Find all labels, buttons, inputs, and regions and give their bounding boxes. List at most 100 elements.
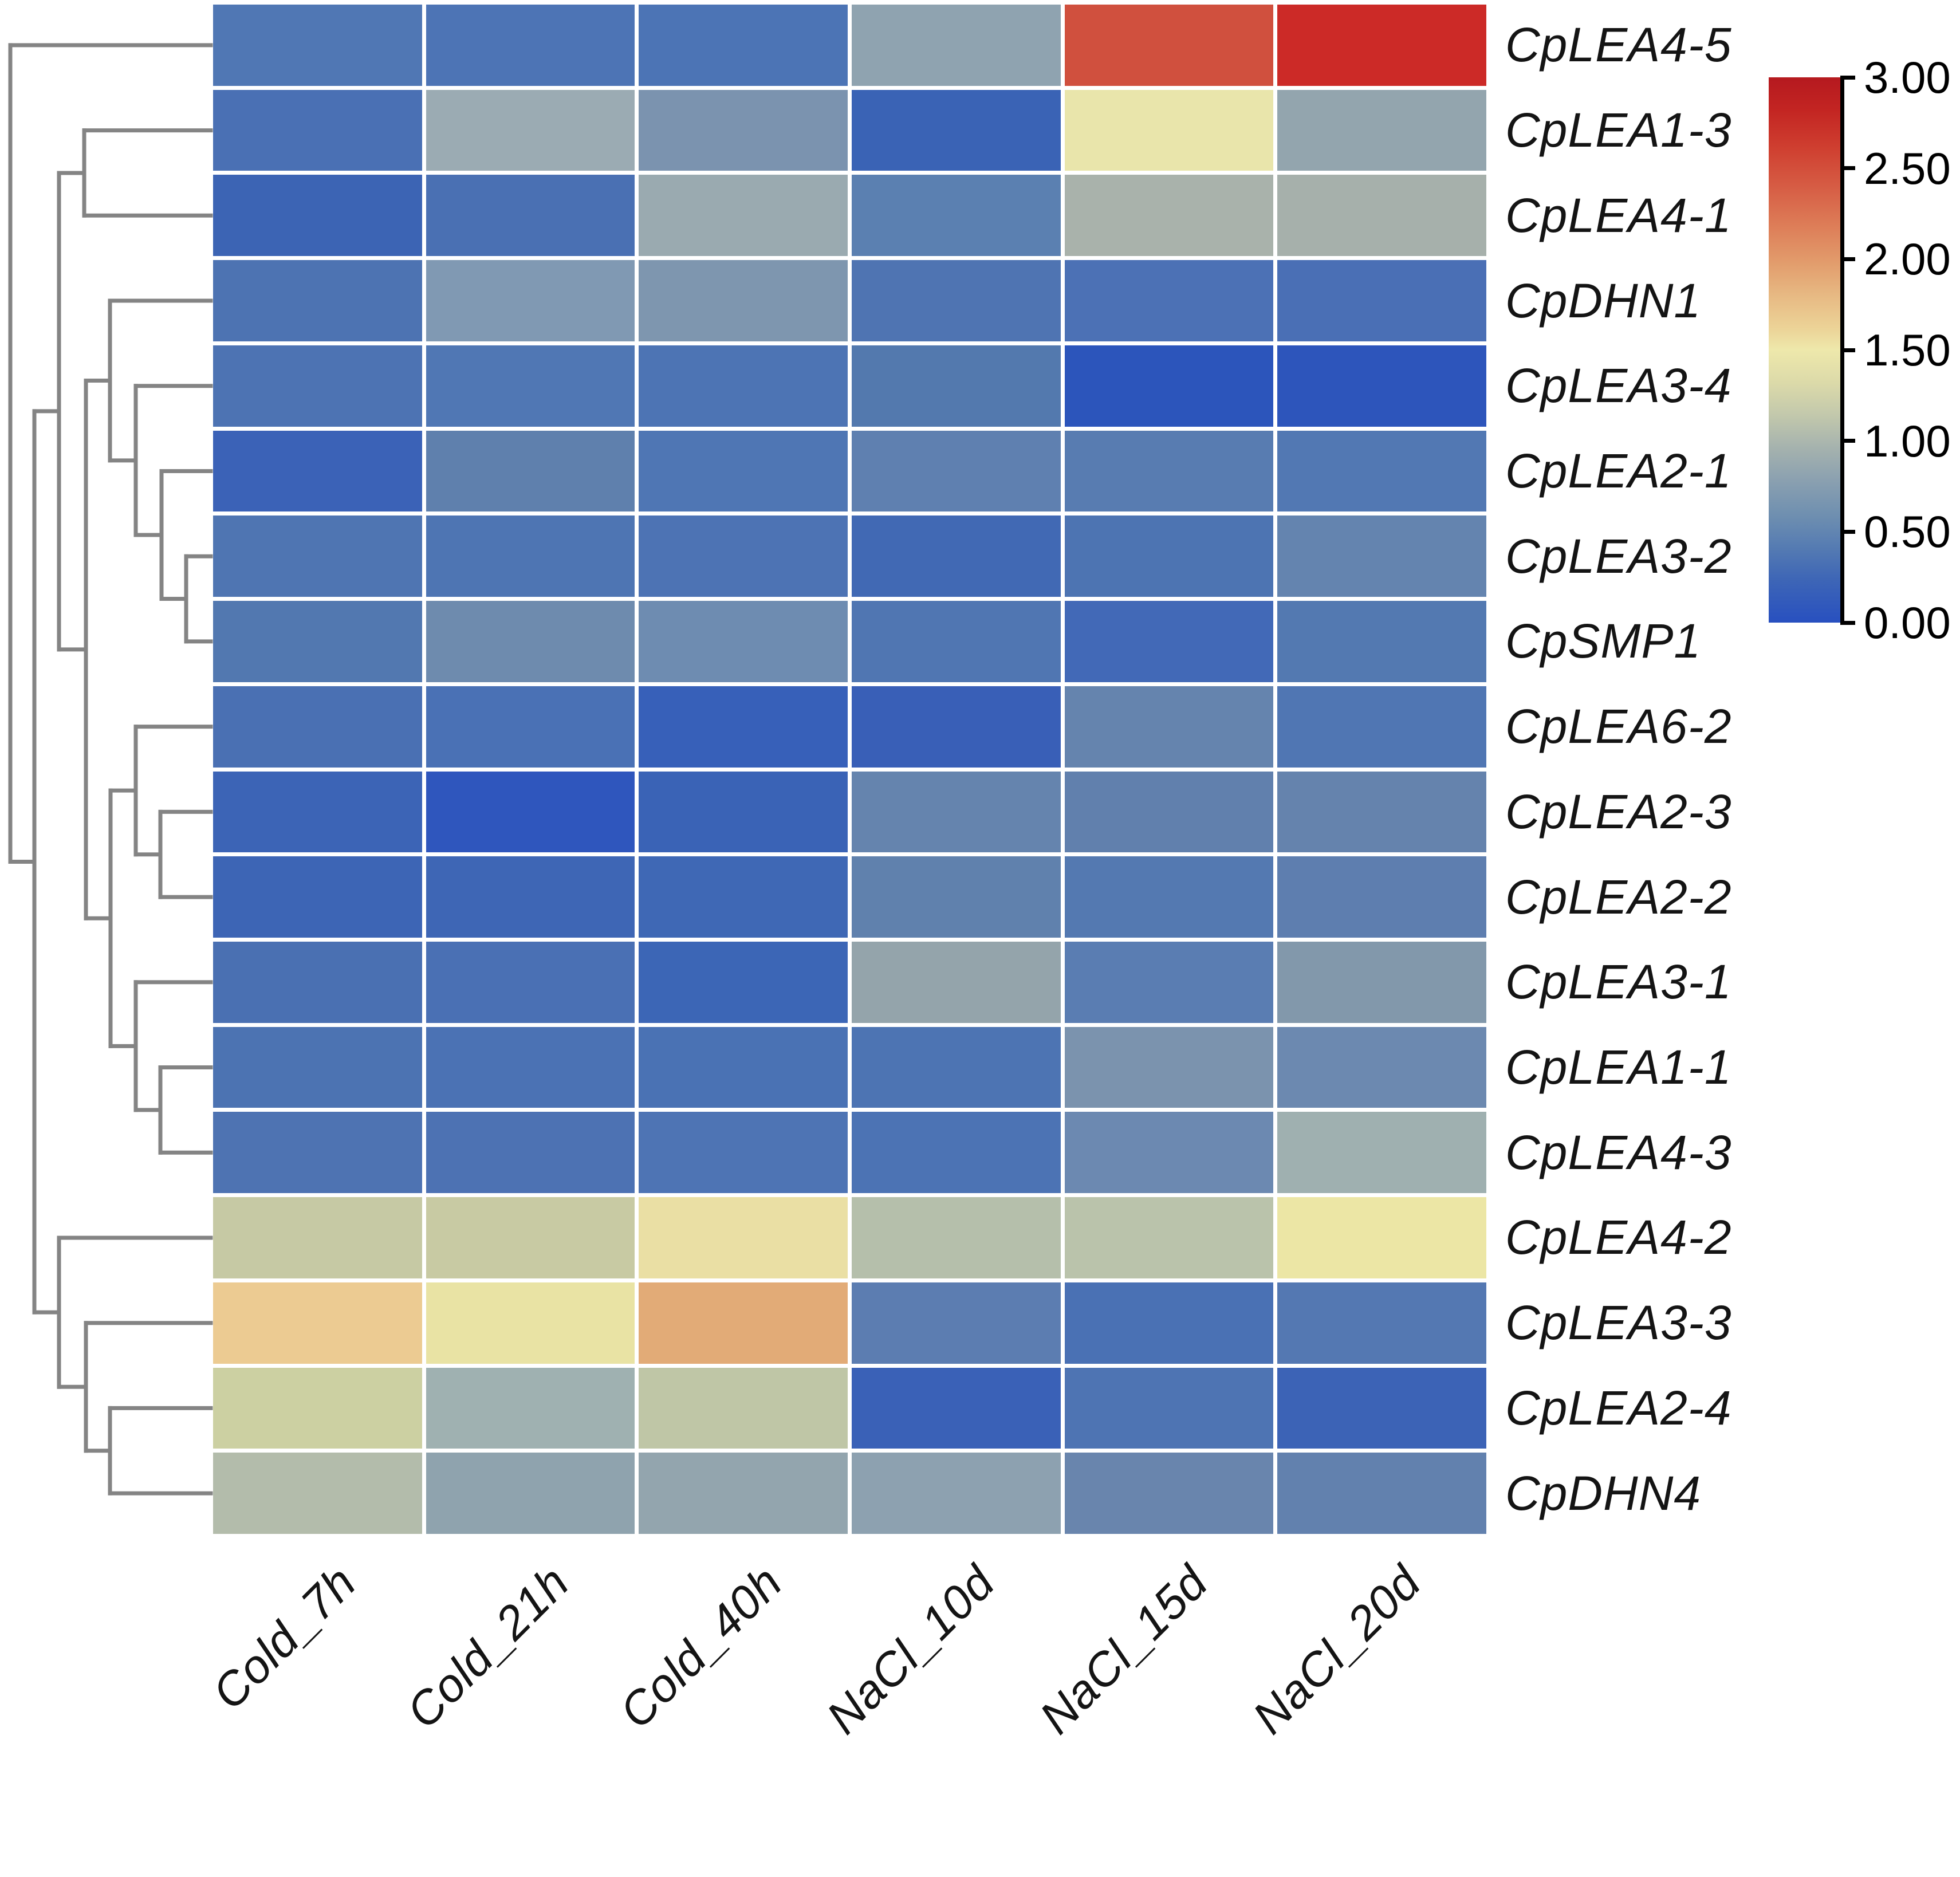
heatmap-cell-CpLEA6-2-Cold_40h	[639, 686, 848, 768]
heatmap-cell-CpLEA4-2-Cold_7h	[213, 1197, 422, 1278]
row-dendrogram	[8, 43, 213, 1496]
heatmap-cell-CpLEA2-1-NaCl_15d	[1064, 430, 1274, 512]
heatmap-cell-CpSMP1-Cold_7h	[213, 601, 422, 682]
heatmap-cell-CpLEA3-4-Cold_21h	[426, 345, 635, 427]
heatmap-cell-CpLEA3-3-Cold_7h	[213, 1282, 422, 1364]
row-label-CpLEA3-3: CpLEA3-3	[1505, 1296, 1732, 1350]
row-label-CpLEA1-3: CpLEA1-3	[1505, 103, 1732, 158]
colorbar-tick-label-1.00: 1.00	[1864, 415, 1951, 466]
heatmap-cell-CpLEA2-2-NaCl_10d	[851, 856, 1061, 938]
heatmap-cell-CpLEA4-5-NaCl_15d	[1064, 5, 1274, 86]
heatmap-cell-CpSMP1-NaCl_10d	[851, 601, 1061, 682]
heatmap-cell-CpLEA4-5-NaCl_20d	[1277, 5, 1486, 86]
heatmap-cell-CpDHN4-Cold_7h	[213, 1453, 422, 1534]
heatmap-cell-CpLEA3-2-NaCl_15d	[1064, 516, 1274, 597]
heatmap-cell-CpLEA4-3-NaCl_15d	[1064, 1112, 1274, 1194]
heatmap-cell-CpDHN1-NaCl_15d	[1064, 260, 1274, 341]
colorbar-tick-label-3.00: 3.00	[1864, 52, 1951, 103]
heatmap-cell-CpLEA4-3-Cold_40h	[639, 1112, 848, 1194]
heatmap-cell-CpSMP1-Cold_40h	[639, 601, 848, 682]
heatmap-cell-CpLEA3-2-NaCl_10d	[851, 516, 1061, 597]
colorbar-tick-1.50	[1840, 348, 1855, 352]
heatmap-cell-CpLEA4-2-NaCl_20d	[1277, 1197, 1486, 1278]
heatmap-cell-CpLEA6-2-NaCl_20d	[1277, 686, 1486, 768]
heatmap-cell-CpLEA3-1-NaCl_20d	[1277, 941, 1486, 1023]
heatmap-cell-CpLEA3-1-Cold_21h	[426, 941, 635, 1023]
row-label-CpLEA3-2: CpLEA3-2	[1505, 529, 1732, 583]
heatmap-cell-CpDHN1-NaCl_10d	[851, 260, 1061, 341]
heatmap-cell-CpLEA4-5-Cold_7h	[213, 5, 422, 86]
heatmap-cell-CpLEA2-2-Cold_40h	[639, 856, 848, 938]
heatmap-cell-CpLEA2-4-Cold_7h	[213, 1367, 422, 1449]
colorbar-tick-label-2.50: 2.50	[1864, 143, 1951, 194]
heatmap-cell-CpLEA2-3-NaCl_20d	[1277, 771, 1486, 853]
heatmap-cell-CpLEA3-2-Cold_7h	[213, 516, 422, 597]
heatmap-cell-CpDHN1-NaCl_20d	[1277, 260, 1486, 341]
heatmap-cell-CpLEA2-2-NaCl_20d	[1277, 856, 1486, 938]
colorbar-tick-label-1.50: 1.50	[1864, 325, 1951, 375]
colorbar-tick-3.00	[1840, 75, 1855, 80]
heatmap-cell-CpLEA3-2-NaCl_20d	[1277, 516, 1486, 597]
heatmap-cell-CpDHN4-Cold_40h	[639, 1453, 848, 1534]
heatmap-cell-CpLEA3-3-NaCl_20d	[1277, 1282, 1486, 1364]
heatmap-cell-CpDHN1-Cold_7h	[213, 260, 422, 341]
heatmap-cell-CpLEA4-1-NaCl_15d	[1064, 175, 1274, 257]
row-label-CpLEA4-5: CpLEA4-5	[1505, 18, 1732, 72]
heatmap-cell-CpLEA1-1-NaCl_20d	[1277, 1026, 1486, 1108]
heatmap-cell-CpLEA3-3-Cold_40h	[639, 1282, 848, 1364]
heatmap-cell-CpLEA1-1-Cold_7h	[213, 1026, 422, 1108]
row-label-CpLEA2-1: CpLEA2-1	[1505, 443, 1732, 498]
row-label-CpLEA3-1: CpLEA3-1	[1505, 955, 1732, 1009]
row-label-CpLEA2-2: CpLEA2-2	[1505, 869, 1732, 924]
heatmap-cell-CpLEA1-3-NaCl_15d	[1064, 89, 1274, 171]
heatmap-cell-CpLEA4-1-Cold_21h	[426, 175, 635, 257]
heatmap-cell-CpLEA2-3-Cold_7h	[213, 771, 422, 853]
heatmap-cell-CpLEA4-3-Cold_21h	[426, 1112, 635, 1194]
row-label-CpLEA3-4: CpLEA3-4	[1505, 359, 1732, 413]
heatmap-cell-CpDHN1-Cold_21h	[426, 260, 635, 341]
colorbar-tick-label-0.50: 0.50	[1864, 506, 1951, 557]
heatmap-figure: CpLEA4-5 CpLEA1-3 CpLEA4-1 CpDHN1 CpLEA3-4 Cp…	[8, 5, 1951, 1744]
row-label-CpDHN4: CpDHN4	[1505, 1466, 1702, 1520]
heatmap-cell-CpLEA3-1-NaCl_15d	[1064, 941, 1274, 1023]
heatmap-cell-CpLEA4-3-NaCl_10d	[851, 1112, 1061, 1194]
heatmap-cell-CpLEA1-3-NaCl_20d	[1277, 89, 1486, 171]
row-label-CpLEA4-2: CpLEA4-2	[1505, 1210, 1732, 1265]
heatmap-cell-CpLEA2-1-NaCl_10d	[851, 430, 1061, 512]
row-label-CpLEA2-4: CpLEA2-4	[1505, 1380, 1732, 1435]
heatmap-cell-CpLEA3-2-Cold_21h	[426, 516, 635, 597]
heatmap-cell-CpLEA3-4-NaCl_10d	[851, 345, 1061, 427]
colorbar-tick-2.50	[1840, 166, 1855, 171]
heatmap-cell-CpLEA4-3-Cold_7h	[213, 1112, 422, 1194]
colorbar-tick-label-0.00: 0.00	[1864, 597, 1951, 648]
heatmap-cell-CpLEA3-4-Cold_40h	[639, 345, 848, 427]
heatmap-cell-CpLEA2-4-Cold_40h	[639, 1367, 848, 1449]
colorbar-tick-1.00	[1840, 439, 1855, 443]
heatmap-cell-CpLEA6-2-Cold_21h	[426, 686, 635, 768]
heatmap-cell-CpLEA4-1-NaCl_10d	[851, 175, 1061, 257]
row-label-CpLEA2-3: CpLEA2-3	[1505, 784, 1732, 839]
heatmap-cell-CpLEA4-2-Cold_40h	[639, 1197, 848, 1278]
heatmap-cell-CpLEA4-3-NaCl_20d	[1277, 1112, 1486, 1194]
heatmap-cell-CpLEA2-2-Cold_7h	[213, 856, 422, 938]
heatmap-cell-CpLEA4-5-NaCl_10d	[851, 5, 1061, 86]
row-label-CpLEA6-2: CpLEA6-2	[1505, 699, 1732, 754]
heatmap-cell-CpLEA1-3-Cold_7h	[213, 89, 422, 171]
row-label-CpLEA4-3: CpLEA4-3	[1505, 1125, 1732, 1179]
heatmap-cell-CpLEA1-3-Cold_40h	[639, 89, 848, 171]
heatmap-cell-CpLEA3-4-Cold_7h	[213, 345, 422, 427]
heatmap-cell-CpLEA4-1-Cold_7h	[213, 175, 422, 257]
heatmap-cell-CpLEA3-1-Cold_7h	[213, 941, 422, 1023]
heatmap-cell-CpDHN4-NaCl_15d	[1064, 1453, 1274, 1534]
heatmap-cell-CpSMP1-NaCl_15d	[1064, 601, 1274, 682]
heatmap-cell-CpLEA4-1-Cold_40h	[639, 175, 848, 257]
colorbar-gradient	[1769, 77, 1844, 623]
heatmap-cell-CpLEA4-5-Cold_40h	[639, 5, 848, 86]
heatmap-cell-CpLEA2-2-Cold_21h	[426, 856, 635, 938]
heatmap-cell-CpLEA3-3-Cold_21h	[426, 1282, 635, 1364]
row-label-CpLEA4-1: CpLEA4-1	[1505, 188, 1732, 242]
heatmap-cell-CpLEA4-2-NaCl_15d	[1064, 1197, 1274, 1278]
heatmap-cell-CpLEA6-2-Cold_7h	[213, 686, 422, 768]
heatmap-cell-CpSMP1-NaCl_20d	[1277, 601, 1486, 682]
heatmap-cell-CpLEA2-1-Cold_21h	[426, 430, 635, 512]
